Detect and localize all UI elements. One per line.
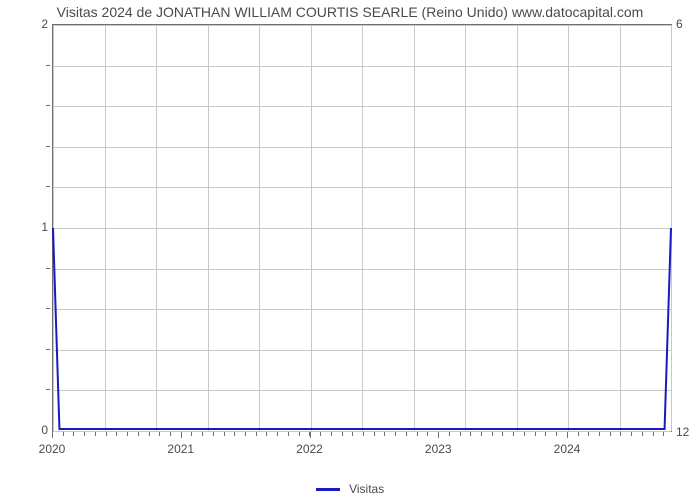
x-minor-tick [417, 432, 418, 436]
y-minor-tick [46, 268, 50, 269]
x-minor-tick [481, 432, 482, 436]
x-tick-label: 2021 [167, 442, 194, 456]
x-minor-tick [384, 432, 385, 436]
x-minor-tick [288, 432, 289, 436]
x-minor-tick [588, 432, 589, 436]
x-minor-tick [84, 432, 85, 436]
x-minor-tick [63, 432, 64, 436]
x-minor-tick [578, 432, 579, 436]
chart-container: Visitas 2024 de JONATHAN WILLIAM COURTIS… [0, 0, 700, 500]
x-minor-tick [663, 432, 664, 436]
x-minor-tick [620, 432, 621, 436]
x-minor-tick [320, 432, 321, 436]
x-minor-tick [149, 432, 150, 436]
plot-area [52, 24, 672, 432]
legend-swatch [316, 488, 340, 491]
x-minor-tick [191, 432, 192, 436]
y-minor-tick [46, 105, 50, 106]
x-minor-tick [545, 432, 546, 436]
x-minor-tick [599, 432, 600, 436]
x-minor-tick [106, 432, 107, 436]
y-minor-tick [46, 308, 50, 309]
x-minor-tick [52, 432, 53, 436]
x-minor-tick [492, 432, 493, 436]
x-minor-tick [460, 432, 461, 436]
x-minor-tick [567, 432, 568, 436]
secondary-y-bottom: 12 [676, 425, 689, 439]
x-minor-tick [524, 432, 525, 436]
x-minor-tick [374, 432, 375, 436]
x-minor-tick [535, 432, 536, 436]
x-minor-tick [159, 432, 160, 436]
x-tick-label: 2024 [554, 442, 581, 456]
x-minor-tick [95, 432, 96, 436]
legend: Visitas [0, 482, 700, 496]
y-minor-tick [46, 186, 50, 187]
x-minor-tick [245, 432, 246, 436]
y-minor-tick [46, 65, 50, 66]
x-minor-tick [256, 432, 257, 436]
x-minor-tick [127, 432, 128, 436]
x-minor-tick [642, 432, 643, 436]
gridline-v [671, 25, 672, 431]
y-tick-label: 1 [41, 220, 48, 234]
x-minor-tick [116, 432, 117, 436]
secondary-y-top: 6 [676, 17, 683, 31]
x-tick-label: 2022 [296, 442, 323, 456]
x-tick-label: 2020 [39, 442, 66, 456]
x-minor-tick [138, 432, 139, 436]
x-minor-tick [406, 432, 407, 436]
x-minor-tick [181, 432, 182, 436]
x-minor-tick [438, 432, 439, 436]
y-minor-tick [46, 349, 50, 350]
x-minor-tick [363, 432, 364, 436]
legend-label: Visitas [349, 482, 384, 496]
y-tick-label: 0 [41, 423, 48, 437]
x-minor-tick [610, 432, 611, 436]
chart-title: Visitas 2024 de JONATHAN WILLIAM COURTIS… [0, 4, 700, 20]
y-minor-tick [46, 146, 50, 147]
x-minor-tick [277, 432, 278, 436]
x-minor-tick [342, 432, 343, 436]
x-minor-tick [331, 432, 332, 436]
x-minor-tick [234, 432, 235, 436]
x-minor-tick [309, 432, 310, 436]
x-minor-tick [470, 432, 471, 436]
x-minor-tick [631, 432, 632, 436]
x-minor-tick [449, 432, 450, 436]
x-minor-tick [213, 432, 214, 436]
x-minor-tick [513, 432, 514, 436]
line-series [53, 25, 671, 431]
y-minor-tick [46, 389, 50, 390]
x-minor-tick [395, 432, 396, 436]
x-minor-tick [352, 432, 353, 436]
y-tick-label: 2 [41, 17, 48, 31]
x-minor-tick [224, 432, 225, 436]
x-minor-tick [556, 432, 557, 436]
x-tick-label: 2023 [425, 442, 452, 456]
x-minor-tick [73, 432, 74, 436]
x-minor-tick [170, 432, 171, 436]
x-minor-tick [502, 432, 503, 436]
x-minor-tick [299, 432, 300, 436]
x-minor-tick [427, 432, 428, 436]
x-minor-tick [266, 432, 267, 436]
x-minor-tick [202, 432, 203, 436]
x-minor-tick [653, 432, 654, 436]
